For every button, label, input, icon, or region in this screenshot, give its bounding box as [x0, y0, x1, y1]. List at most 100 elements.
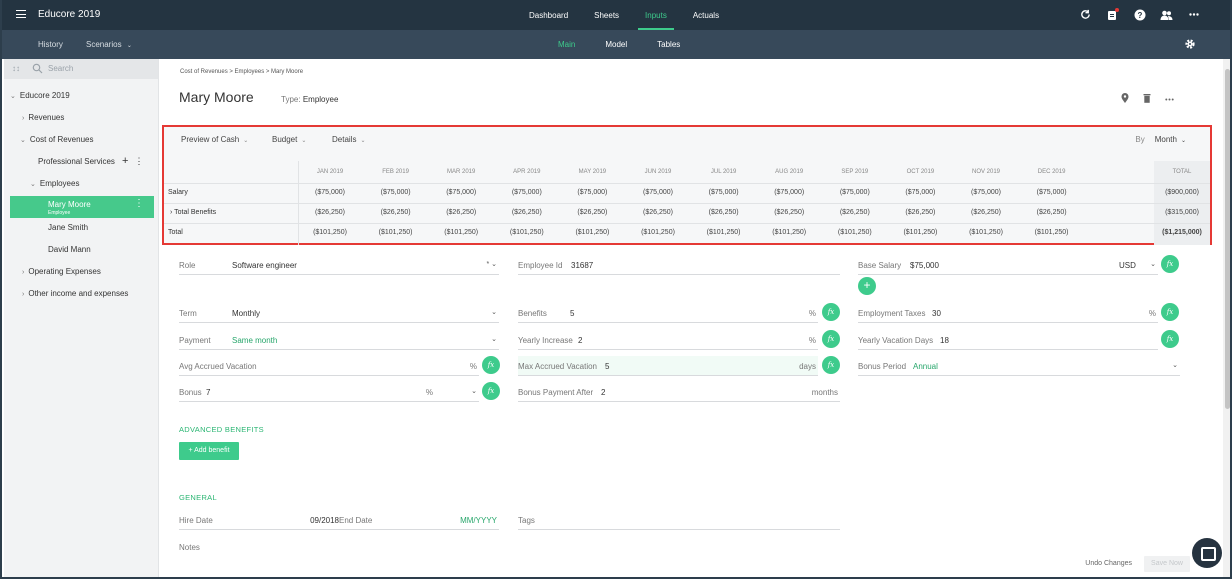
more-icon[interactable] [1165, 93, 1174, 106]
field-label: Tags [518, 516, 535, 525]
month-header: OCT 2019 [906, 169, 935, 175]
bonus-payment-after-field[interactable]: Bonus Payment After 2 months [518, 382, 840, 402]
pin-icon[interactable] [1121, 93, 1129, 106]
tab-model[interactable]: Model [605, 40, 628, 49]
tree-item-operating-expenses[interactable]: › Operating Expenses [22, 267, 101, 276]
formula-button[interactable]: fx [1161, 303, 1179, 321]
field-label: Max Accrued Vacation [518, 362, 598, 371]
row-label: Total [168, 229, 183, 236]
field-value: 7 [206, 388, 211, 397]
notifications-icon[interactable] [1106, 8, 1119, 21]
formula-button[interactable]: fx [822, 356, 840, 374]
scenarios-dropdown[interactable]: Scenarios ⌄ [86, 40, 132, 49]
more-icon[interactable] [1187, 8, 1200, 21]
field-unit: % [425, 388, 433, 397]
formula-button[interactable]: fx [482, 356, 500, 374]
field-unit: days [799, 362, 816, 371]
bonus-field[interactable]: Bonus 7 % ⌄ [179, 382, 479, 402]
field-label: Payment [179, 336, 211, 345]
tree-item-cost-of-revenues[interactable]: ⌄ Cost of Revenues [20, 135, 93, 144]
hire-date-field[interactable]: Hire Date 09/2018 [179, 510, 339, 530]
tree-item-mary-moore[interactable]: Mary Moore Employee ⋮ [10, 196, 154, 218]
base-salary-field[interactable]: Base Salary $75,000 USD ⌄ [858, 255, 1158, 275]
chat-icon[interactable] [1192, 538, 1222, 568]
tree-item-revenues[interactable]: › Revenues [22, 113, 64, 122]
add-salary-button[interactable]: + [858, 277, 876, 295]
employee-id-field[interactable]: Employee Id 31687 [518, 255, 840, 275]
search-input[interactable]: Search [48, 64, 74, 73]
formula-button[interactable]: fx [1161, 255, 1179, 273]
period-selector[interactable]: By Month ⌄ [1135, 135, 1186, 144]
table-cell: ($101,250) [313, 229, 347, 236]
month-header: SEP 2019 [841, 169, 869, 175]
avg-accrued-vacation-field[interactable]: Avg Accrued Vacation % [179, 356, 479, 376]
currency-select[interactable]: USD [1119, 261, 1136, 270]
month-header: APR 2019 [513, 169, 541, 175]
nav-dashboard[interactable]: Dashboard [529, 11, 569, 20]
nav-actuals[interactable]: Actuals [692, 11, 720, 20]
chevron-down-icon: ⌄ [491, 309, 497, 316]
breadcrumb[interactable]: Cost of Revenues > Employees > Mary Moor… [180, 69, 304, 75]
undo-changes-button[interactable]: Undo Changes [1085, 560, 1132, 567]
users-icon[interactable] [1160, 8, 1173, 21]
scenarios-label: Scenarios [86, 40, 122, 49]
gear-icon[interactable] [1184, 38, 1196, 50]
details-dropdown[interactable]: Details ⌄ [332, 135, 365, 144]
notes-field[interactable]: Notes [179, 537, 499, 557]
role-field[interactable]: Role Software engineer * ⌄ [179, 255, 499, 275]
plus-icon[interactable]: + [122, 155, 129, 167]
sync-icon[interactable] [1079, 8, 1092, 21]
help-icon[interactable]: ? [1133, 8, 1146, 21]
tree-item-david-mann[interactable]: David Mann [48, 245, 91, 254]
table-cell: ($26,250) [905, 209, 936, 216]
kebab-icon[interactable]: ⋮ [134, 198, 144, 209]
employment-taxes-field[interactable]: Employment Taxes 30 % [858, 303, 1158, 323]
tree-item-jane-smith[interactable]: Jane Smith [48, 223, 88, 232]
month-header: MAY 2019 [578, 169, 607, 175]
scrollbar-thumb[interactable] [1225, 69, 1230, 409]
bonus-period-field[interactable]: Bonus Period Annual ⌄ [858, 356, 1180, 376]
term-field[interactable]: Term Monthly ⌄ [179, 303, 499, 323]
tree-item-employees[interactable]: ⌄ Employees [30, 179, 79, 188]
tree-item-other-income[interactable]: › Other income and expenses [22, 289, 128, 298]
payment-field[interactable]: Payment Same month ⌄ [179, 330, 499, 350]
add-benefit-button[interactable]: + Add benefit [179, 442, 239, 460]
tree-item-root[interactable]: ⌄ Educore 2019 [10, 91, 70, 100]
chevron-down-icon: ⌄ [360, 138, 366, 144]
history-link[interactable]: History [38, 40, 63, 49]
formula-button[interactable]: fx [822, 303, 840, 321]
formula-button[interactable]: fx [822, 330, 840, 348]
table-cell: ($75,000) [577, 189, 608, 196]
month-header: JAN 2019 [316, 169, 344, 175]
menu-icon[interactable] [16, 10, 26, 18]
benefits-field[interactable]: Benefits 5 % [518, 303, 818, 323]
nav-inputs[interactable]: Inputs [638, 0, 674, 30]
field-value: 30 [932, 309, 941, 318]
row-label[interactable]: › Total Benefits [170, 209, 217, 216]
end-date-field[interactable]: End Date MM/YYYY [339, 510, 499, 530]
tree-item-professional-services[interactable]: Professional Services [38, 157, 115, 166]
tab-main[interactable]: Main [558, 40, 576, 49]
formula-button[interactable]: fx [1161, 330, 1179, 348]
kebab-icon[interactable]: ⋮ [134, 156, 144, 166]
sub-tabs: Main Model Tables [550, 30, 702, 59]
yearly-vacation-field[interactable]: Yearly Vacation Days 18 [858, 330, 1158, 350]
field-label: Base Salary [858, 261, 902, 270]
formula-button[interactable]: fx [482, 382, 500, 400]
max-accrued-vacation-field[interactable]: Max Accrued Vacation 5 days [518, 356, 818, 376]
tree-label: Revenues [28, 113, 65, 122]
table-cell: ($26,250) [643, 209, 673, 216]
save-now-button[interactable]: Save Now [1144, 556, 1190, 572]
preview-of-cash-dropdown[interactable]: Preview of Cash ⌄ [181, 135, 248, 144]
yearly-increase-field[interactable]: Yearly Increase 2 % [518, 330, 818, 350]
dropdown-label: Details [332, 135, 357, 144]
scrollbar[interactable] [1223, 59, 1230, 577]
tab-tables[interactable]: Tables [657, 40, 681, 49]
tags-field[interactable]: Tags [518, 510, 840, 530]
table-cell: ($26,250) [446, 209, 477, 216]
nav-sheets[interactable]: Sheets [594, 11, 620, 20]
field-label: Avg Accrued Vacation [179, 362, 257, 371]
trash-icon[interactable] [1143, 93, 1151, 106]
budget-dropdown[interactable]: Budget ⌄ [272, 135, 306, 144]
expand-collapse-icon[interactable]: ↕↕ [12, 64, 20, 73]
